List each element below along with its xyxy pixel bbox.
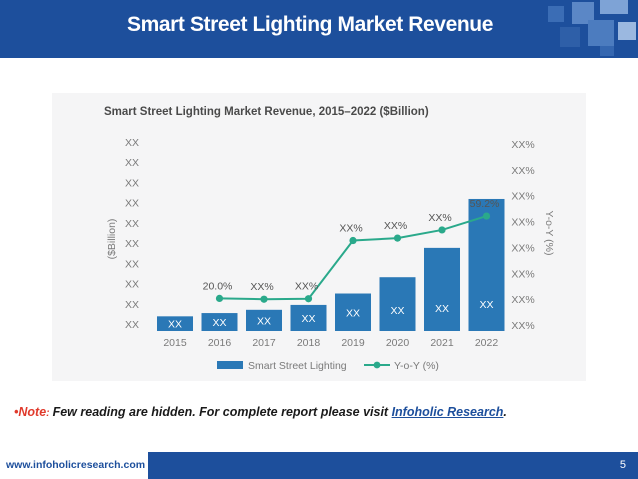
y2-tick-label: XX% [511, 242, 534, 254]
bar-label: XX [257, 315, 271, 327]
bar [157, 316, 193, 331]
yoy-label: XX% [295, 281, 318, 293]
infoholic-research-link[interactable]: Infoholic Research [391, 405, 504, 419]
yoy-point [349, 236, 357, 245]
y-tick-label: XX [125, 177, 139, 189]
bar-label: XX [390, 305, 404, 317]
y2-tick-label: XX% [511, 139, 534, 151]
yoy-point [215, 294, 224, 302]
chart-svg: Smart Street Lighting Market Revenue, 20… [104, 106, 555, 372]
y2-tick-label: XX% [511, 191, 534, 203]
bar [335, 293, 371, 331]
yoy-label: XX% [428, 212, 451, 224]
legend-line-marker [373, 361, 381, 369]
y2-tick-label: XX% [511, 217, 534, 229]
bar-label: XX [346, 307, 360, 319]
y2-axis-label: Y-o-Y (%) [543, 211, 555, 256]
x-tick-label: 2020 [386, 337, 410, 349]
decorative-square [600, 46, 614, 56]
bar [201, 313, 238, 331]
y-tick-label: XX [125, 218, 139, 230]
note-text: Few reading are hidden. For complete rep… [52, 405, 392, 419]
yoy-label: 20.0% [203, 280, 233, 292]
legend-bar-swatch [217, 361, 243, 369]
legend-bar-label: Smart Street Lighting [248, 360, 347, 372]
y-tick-label: XX [125, 238, 139, 250]
yoy-point [482, 212, 491, 220]
y-tick-label: XX [125, 157, 139, 169]
bar [246, 309, 282, 331]
bar-label: XX [301, 313, 315, 325]
bar [379, 277, 416, 331]
yoy-label: XX% [384, 220, 407, 232]
x-tick-label: 2017 [252, 337, 276, 349]
y-axis-label: ($Billion) [106, 219, 118, 260]
decorative-square [618, 22, 636, 40]
y-tick-label: XX [125, 137, 139, 149]
y2-tick-label: XX% [511, 268, 534, 280]
bar [468, 198, 505, 331]
x-tick-label: 2015 [163, 337, 187, 349]
x-tick-label: 2019 [341, 337, 365, 349]
yoy-label: XX% [339, 223, 362, 235]
note-bullet: • [14, 405, 19, 419]
x-tick-label: 2022 [475, 337, 499, 349]
chart-panel: Smart Street Lighting Market Revenue, 20… [52, 93, 586, 381]
yoy-point [438, 226, 446, 234]
y-tick-label: XX [125, 319, 139, 331]
yoy-point [393, 234, 402, 242]
bar-label: XX [479, 299, 493, 311]
slide-title: Smart Street Lighting Market Revenue [126, 13, 494, 36]
yoy-point [260, 295, 268, 303]
y-tick-label: XX [125, 299, 139, 311]
bar-label: XX [435, 303, 449, 315]
yoy-label: 59.2% [470, 198, 500, 210]
y-tick-label: XX [125, 258, 139, 270]
note-label: Note [18, 405, 47, 419]
y-tick-label: XX [125, 279, 139, 291]
y-tick-label: XX [125, 198, 139, 210]
decorative-square [560, 27, 580, 47]
note-end: . [503, 405, 507, 419]
footer-url[interactable]: www.infoholicresearch.com [6, 459, 146, 471]
decorative-square [572, 2, 594, 24]
chart-title: Smart Street Lighting Market Revenue, 20… [104, 106, 429, 118]
bar-label: XX [212, 317, 226, 329]
legend-line-label: Y-o-Y (%) [394, 360, 439, 372]
bar-label: XX [168, 319, 182, 331]
bar [290, 304, 327, 331]
bar [424, 247, 460, 331]
x-tick-label: 2016 [208, 337, 232, 349]
y2-tick-label: XX% [511, 294, 534, 306]
note-colon: : [46, 407, 53, 419]
x-tick-label: 2018 [297, 337, 321, 349]
y2-tick-label: XX% [511, 165, 534, 177]
decorative-square [548, 6, 564, 22]
x-tick-label: 2021 [430, 337, 454, 349]
slide-header: Smart Street Lighting Market Revenue [0, 0, 638, 58]
yoy-point [304, 295, 313, 303]
y2-tick-label: XX% [511, 320, 534, 332]
footer-bar [148, 452, 638, 479]
footnote: •Note: Few reading are hidden. For compl… [14, 405, 507, 419]
decorative-square [600, 0, 628, 14]
yoy-label: XX% [250, 281, 273, 293]
page-number: 5 [619, 459, 626, 471]
decorative-square [588, 20, 614, 46]
